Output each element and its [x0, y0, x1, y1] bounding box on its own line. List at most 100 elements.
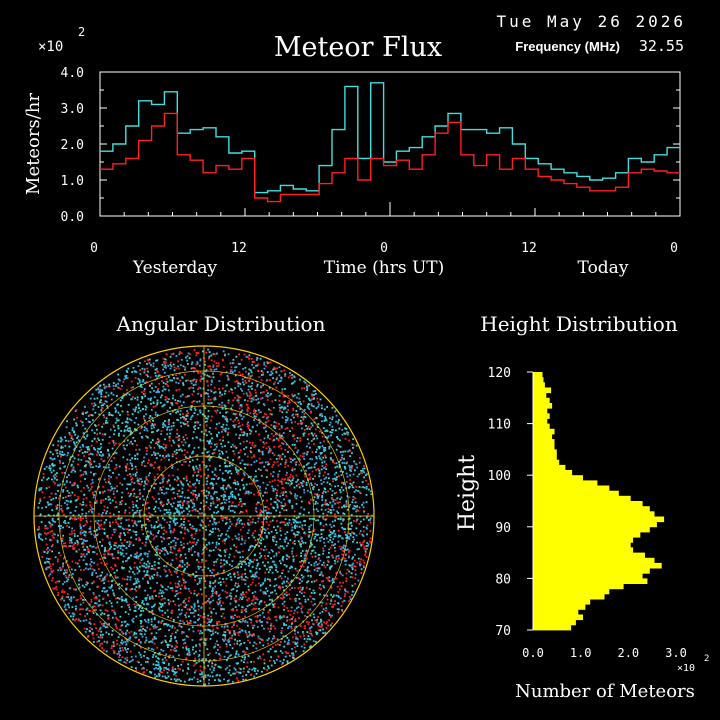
angular-point	[66, 503, 69, 506]
angular-point	[78, 450, 81, 453]
angular-point	[176, 377, 179, 380]
angular-point	[178, 388, 181, 391]
angular-point	[188, 550, 190, 553]
angular-point	[365, 479, 367, 482]
angular-point	[100, 574, 103, 577]
angular-point	[252, 578, 255, 581]
angular-point	[59, 568, 62, 570]
angular-point	[209, 569, 212, 572]
angular-point	[208, 618, 211, 621]
angular-point	[246, 455, 249, 458]
angular-point	[245, 509, 248, 512]
angular-point	[341, 456, 343, 459]
flux-y-multiplier-exp: 2	[78, 25, 85, 39]
angular-point	[239, 404, 242, 407]
angular-point	[339, 518, 342, 521]
angular-point	[316, 502, 319, 505]
angular-point	[311, 424, 314, 427]
angular-point	[209, 668, 212, 671]
angular-point	[103, 622, 105, 625]
angular-point	[62, 562, 64, 565]
angular-point	[337, 591, 340, 593]
angular-point	[223, 626, 226, 629]
angular-point	[225, 450, 228, 453]
angular-point	[293, 657, 295, 659]
angular-point	[77, 542, 80, 545]
angular-point	[51, 478, 53, 481]
angular-point	[201, 512, 203, 515]
angular-point	[276, 658, 278, 661]
angular-point	[182, 510, 185, 512]
angular-point	[169, 551, 172, 554]
angular-point	[293, 525, 296, 528]
angular-point	[197, 474, 200, 476]
angular-point	[291, 648, 293, 650]
angular-point	[211, 590, 213, 592]
angular-point	[289, 539, 292, 541]
angular-point	[68, 533, 71, 536]
angular-point	[64, 436, 66, 439]
frequency-value: 32.55	[639, 37, 684, 55]
angular-point	[195, 354, 198, 357]
angular-point	[177, 667, 180, 670]
flux-x-tick-label: 0	[90, 241, 98, 256]
angular-point	[236, 394, 239, 397]
angular-point	[257, 520, 259, 523]
angular-point	[296, 440, 298, 443]
angular-point	[69, 541, 71, 544]
angular-point	[247, 407, 250, 410]
angular-point	[219, 607, 222, 610]
angular-point	[171, 379, 173, 382]
angular-point	[316, 495, 319, 497]
angular-point	[309, 476, 312, 479]
angular-point	[103, 640, 106, 643]
angular-point	[41, 507, 43, 509]
angular-point	[161, 492, 163, 494]
angular-point	[226, 562, 228, 564]
angular-point	[201, 672, 203, 675]
angular-point	[204, 538, 207, 541]
angular-point	[366, 542, 369, 544]
angular-point	[237, 653, 240, 656]
angular-point	[60, 447, 63, 449]
angular-point	[178, 513, 181, 516]
angular-point	[157, 532, 159, 534]
angular-point	[165, 588, 168, 591]
angular-point	[63, 453, 66, 456]
angular-point	[169, 625, 172, 628]
angular-point	[324, 609, 327, 612]
angular-point	[162, 404, 165, 407]
angular-point	[268, 566, 271, 569]
angular-point	[220, 495, 223, 497]
angular-point	[101, 491, 104, 494]
angular-point	[238, 437, 241, 439]
angular-point	[189, 380, 192, 382]
angular-point	[348, 556, 350, 559]
angular-point	[222, 612, 225, 615]
angular-point	[170, 637, 173, 640]
angular-point	[295, 463, 297, 466]
angular-point	[45, 466, 48, 468]
angular-point	[209, 602, 211, 605]
angular-point	[214, 581, 216, 583]
angular-point	[94, 530, 97, 533]
angular-point	[172, 394, 174, 397]
angular-point	[321, 496, 323, 499]
angular-point	[324, 499, 327, 502]
angular-point	[193, 400, 196, 403]
angular-point	[157, 628, 160, 631]
angular-point	[301, 528, 304, 531]
angular-point	[284, 427, 287, 430]
angular-point	[228, 485, 230, 488]
angular-point	[145, 599, 147, 601]
angular-point	[275, 433, 277, 436]
angular-point	[283, 581, 286, 584]
angular-point	[309, 595, 312, 598]
angular-point	[245, 463, 247, 466]
angular-point	[183, 569, 186, 572]
angular-point	[312, 530, 315, 532]
angular-point	[363, 566, 365, 569]
angular-point	[75, 441, 78, 444]
angular-point	[254, 410, 257, 412]
angular-point	[292, 656, 294, 659]
